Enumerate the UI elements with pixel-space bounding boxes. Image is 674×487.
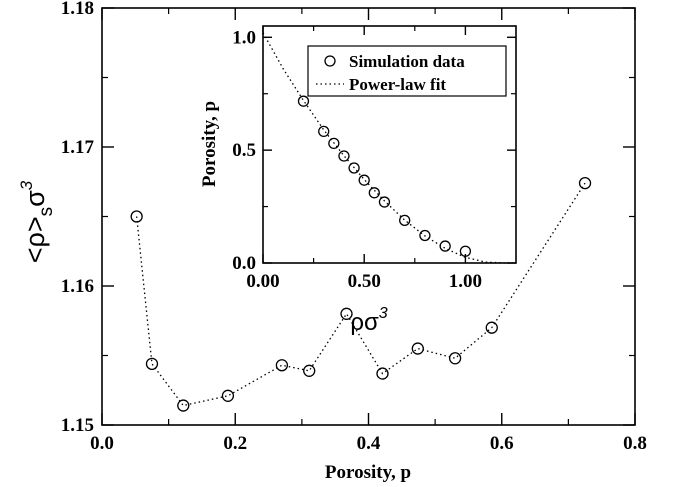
inset-series-0-point: [459, 245, 472, 257]
main-series-0-point: [275, 359, 289, 372]
main-series-0-point: [221, 389, 235, 402]
inset-y-axis-title: Porosity, p: [199, 101, 220, 187]
main-x-tick-label: 0.4: [357, 433, 381, 454]
main-y-axis-title: <ρ>sσ3: [17, 180, 57, 263]
main-y-axis-title-exp: 3: [17, 180, 36, 190]
inset-y-tick-label: 0.0: [232, 253, 256, 274]
inset-series-0-point: [368, 187, 380, 199]
main-y-tick-label: 1.16: [61, 276, 94, 297]
main-x-tick-label: 0.2: [223, 433, 247, 454]
main-series-0-point: [130, 210, 143, 223]
inset-series-0-point: [348, 162, 360, 174]
inset-legend: Simulation data Power-law fit: [307, 45, 507, 97]
main-series-0-point: [448, 352, 462, 365]
inset-y-tick-label: 0.5: [232, 140, 256, 161]
main-series-0-point: [177, 399, 190, 412]
inset-series-0-point: [338, 150, 350, 162]
legend-fit-label: Power-law fit: [349, 75, 446, 94]
main-series-0-point: [376, 367, 389, 380]
inset-legend-box: [307, 45, 507, 97]
inset-x-tick-label: 0.50: [348, 271, 381, 292]
inset-series-0-point: [439, 240, 451, 252]
main-y-tick-label: 1.15: [61, 415, 94, 436]
inset-series-0-point: [318, 125, 330, 138]
inset-series-0-point: [358, 174, 370, 186]
inset-x-axis-title-base: ρσ: [350, 309, 379, 336]
main-y-axis-title-base: <ρ>: [20, 216, 50, 263]
main-x-tick-label: 0.0: [90, 433, 114, 454]
main-x-axis-title: Porosity, p: [325, 462, 411, 483]
main-series-0-point: [145, 357, 159, 370]
inset-series-0-point: [399, 214, 411, 226]
main-y-tick-label: 1.17: [61, 137, 95, 158]
main-y-axis-title-sigma: σ: [20, 190, 50, 207]
main-y-axis-title-sub: s: [36, 207, 57, 217]
inset-x-tick-label: 1.00: [449, 271, 482, 292]
inset-x-tick-label: 0.00: [246, 271, 279, 292]
main-series-0-point: [303, 364, 316, 377]
inset-plot-frame: [262, 25, 517, 264]
main-ticks: 0.0 0.2 0.4 0.6 0.8 1.15 1.16 1.17 1.18: [61, 0, 647, 454]
inset-series-0-point: [328, 137, 340, 150]
main-series-0-point: [411, 342, 424, 355]
main-y-tick-label: 1.18: [61, 0, 94, 19]
inset-x-axis-title-exp: 3: [379, 305, 388, 322]
inset-series-0-point: [297, 95, 310, 107]
main-x-tick-label: 0.8: [623, 433, 647, 454]
inset-ticks: 0.00 0.50 1.00 0.0 0.5 1.0: [232, 26, 516, 292]
inset-series-0-point: [378, 196, 391, 208]
main-series: [130, 176, 592, 412]
inset-series: [262, 32, 506, 264]
main-series-0-point: [340, 307, 353, 320]
legend-simulation-label: Simulation data: [349, 52, 465, 71]
main-series-0-point: [578, 176, 592, 190]
legend-simulation-marker: [324, 55, 336, 67]
main-series-0-line: [135, 182, 586, 407]
inset-series-0-point: [419, 229, 431, 242]
inset-y-tick-label: 1.0: [232, 27, 256, 48]
inset-series-1-line: [262, 32, 506, 264]
main-series-0-point: [485, 321, 498, 334]
inset-x-axis-title: ρσ3: [350, 305, 387, 336]
main-x-tick-label: 0.6: [490, 433, 514, 454]
